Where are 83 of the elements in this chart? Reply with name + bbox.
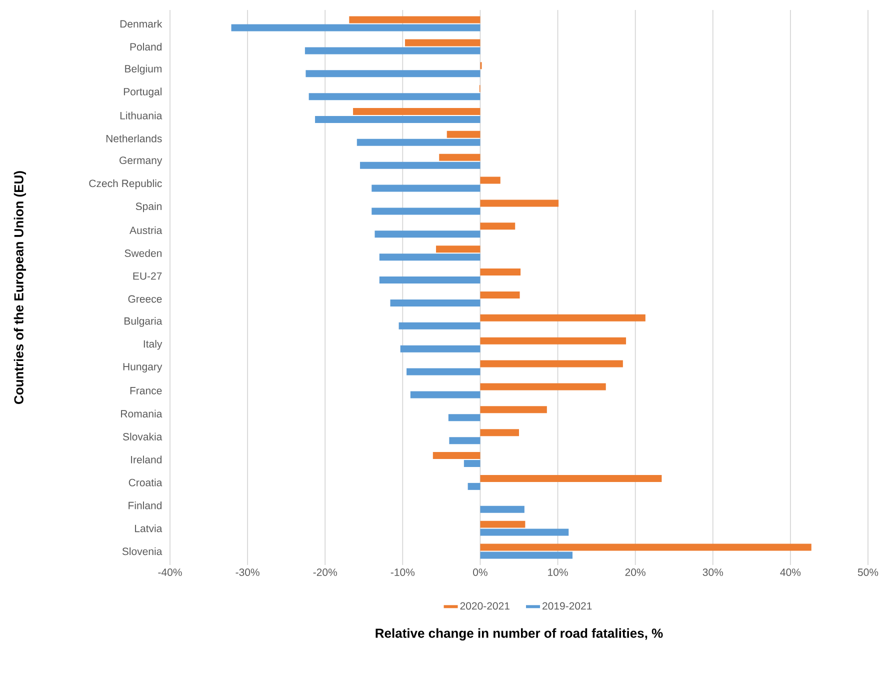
bar — [480, 383, 606, 390]
y-tick-label: Poland — [130, 42, 162, 51]
y-tick-label: EU-27 — [133, 272, 162, 280]
bar — [406, 368, 480, 376]
bar — [480, 360, 623, 368]
bar — [480, 406, 547, 414]
y-tick-label: Portugal — [124, 88, 162, 98]
bar — [480, 552, 573, 559]
bar — [374, 230, 480, 238]
x-tick-label: -40% — [158, 568, 182, 576]
bar — [400, 345, 480, 352]
bar — [480, 314, 646, 322]
x-tick-label: 50% — [858, 568, 878, 576]
x-tick-label: -30% — [236, 568, 260, 576]
x-axis-title: Relative change in number of road fatalities, % — [376, 628, 663, 640]
y-tick-label: Sweden — [124, 249, 162, 257]
bar — [372, 184, 480, 192]
bar — [468, 482, 480, 490]
y-tick-label: Greece — [128, 295, 162, 303]
bar — [304, 47, 480, 54]
bar — [436, 246, 480, 253]
bar — [353, 108, 480, 116]
bar — [308, 93, 480, 100]
bar — [439, 154, 480, 161]
y-tick-label: Bulgaria — [124, 317, 162, 327]
y-tick-label: Ireland — [131, 456, 162, 464]
bar — [480, 291, 520, 298]
bar — [464, 460, 480, 468]
bar — [448, 414, 480, 422]
y-tick-label: Czech Republic — [89, 179, 162, 190]
bar — [432, 452, 480, 460]
x-tick-label: 30% — [702, 568, 724, 576]
y-tick-label: Lithuania — [120, 112, 162, 120]
bar — [446, 130, 480, 138]
bar — [410, 391, 480, 398]
x-tick-label: -10% — [390, 568, 415, 576]
legend-label: 2019-2021 — [542, 602, 592, 610]
y-tick-label: Netherlands — [106, 134, 162, 142]
y-tick-label: France — [130, 387, 162, 394]
bar — [306, 70, 480, 78]
y-tick-label: Germany — [120, 156, 162, 166]
bar — [480, 222, 516, 230]
y-tick-label: Latvia — [135, 524, 162, 532]
x-tick-label: -20% — [313, 568, 337, 576]
bar — [480, 544, 812, 551]
bar — [231, 24, 480, 32]
bar — [390, 299, 480, 306]
bar — [480, 200, 559, 207]
bar — [480, 528, 569, 536]
y-tick-label: Slovenia — [122, 547, 162, 556]
bar — [379, 254, 480, 261]
bar — [480, 176, 500, 184]
y-tick-label: Belgium — [125, 64, 162, 75]
x-tick-label: 40% — [780, 568, 801, 576]
legend-label: 2020-2021 — [460, 602, 510, 610]
y-tick-label: Finland — [128, 502, 162, 510]
bar — [398, 322, 480, 330]
y-axis-title: Countries of the European Union (EU) — [14, 171, 26, 404]
y-tick-label: Italy — [144, 340, 162, 350]
bar — [449, 437, 480, 444]
bar — [349, 16, 480, 24]
bar — [315, 116, 480, 123]
y-tick-label: Hungary — [123, 363, 162, 372]
bar — [480, 429, 519, 436]
y-tick-label: Croatia — [128, 478, 162, 486]
x-tick-label: 0% — [473, 568, 488, 576]
bar — [356, 138, 480, 146]
bar — [480, 520, 526, 528]
bar — [379, 276, 480, 284]
y-tick-label: Slovakia — [122, 432, 162, 440]
y-tick-label: Spain — [136, 202, 162, 212]
bar — [360, 162, 480, 169]
x-tick-label: 20% — [625, 568, 646, 576]
bar — [372, 208, 480, 215]
x-tick-label: 10% — [548, 568, 568, 576]
bar — [404, 39, 480, 46]
bar — [480, 474, 662, 482]
bar — [480, 337, 626, 344]
y-tick-label: Austria — [130, 226, 162, 234]
y-tick-label: Romania — [121, 410, 162, 418]
bar — [480, 268, 521, 276]
y-tick-label: Denmark — [120, 20, 162, 28]
bar — [480, 506, 524, 513]
